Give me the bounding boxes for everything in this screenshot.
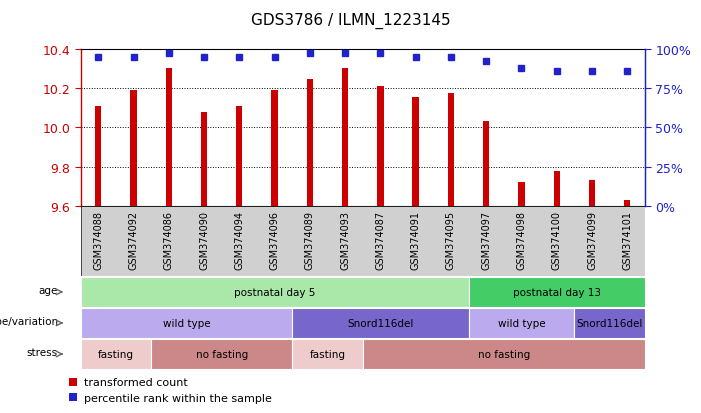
Bar xyxy=(69,377,77,386)
Bar xyxy=(81,278,468,307)
Text: Snord116del: Snord116del xyxy=(576,318,643,328)
Text: GSM374092: GSM374092 xyxy=(128,210,139,269)
Bar xyxy=(342,69,348,206)
Bar xyxy=(236,107,243,206)
Bar xyxy=(412,97,418,206)
Text: stress: stress xyxy=(27,348,58,358)
Text: GSM374097: GSM374097 xyxy=(481,210,491,269)
Text: GSM374090: GSM374090 xyxy=(199,210,209,269)
Text: GSM374101: GSM374101 xyxy=(622,210,632,269)
Bar xyxy=(363,339,645,369)
Bar xyxy=(554,171,560,206)
Text: GDS3786 / ILMN_1223145: GDS3786 / ILMN_1223145 xyxy=(251,12,450,28)
Text: wild type: wild type xyxy=(498,318,545,328)
Bar xyxy=(468,278,645,307)
Text: wild type: wild type xyxy=(163,318,210,328)
Bar xyxy=(271,91,278,206)
Bar xyxy=(201,112,207,206)
Text: GSM374100: GSM374100 xyxy=(552,210,562,269)
Text: GSM374087: GSM374087 xyxy=(376,210,386,269)
Text: no fasting: no fasting xyxy=(196,349,248,359)
Text: fasting: fasting xyxy=(310,349,346,359)
Bar xyxy=(448,94,454,206)
Bar xyxy=(165,69,172,206)
Bar xyxy=(483,122,489,206)
Text: transformed count: transformed count xyxy=(84,377,188,387)
Text: GSM374098: GSM374098 xyxy=(517,210,526,269)
Text: fasting: fasting xyxy=(98,349,134,359)
Bar xyxy=(468,308,574,338)
Bar xyxy=(307,80,313,206)
Bar xyxy=(574,308,645,338)
Text: percentile rank within the sample: percentile rank within the sample xyxy=(84,393,272,403)
Text: GSM374088: GSM374088 xyxy=(93,210,103,269)
Text: GSM374094: GSM374094 xyxy=(234,210,245,269)
Text: GSM374089: GSM374089 xyxy=(305,210,315,269)
Bar xyxy=(95,107,102,206)
Text: GSM374091: GSM374091 xyxy=(411,210,421,269)
Text: postnatal day 5: postnatal day 5 xyxy=(234,287,315,297)
Bar xyxy=(151,339,292,369)
Bar xyxy=(81,308,292,338)
Bar xyxy=(81,339,151,369)
Text: postnatal day 13: postnatal day 13 xyxy=(512,287,601,297)
Text: GSM374093: GSM374093 xyxy=(340,210,350,269)
Text: age: age xyxy=(39,286,58,296)
Bar xyxy=(589,181,595,206)
Bar xyxy=(518,183,524,206)
Bar xyxy=(69,393,77,401)
Bar xyxy=(130,91,137,206)
Text: Snord116del: Snord116del xyxy=(347,318,414,328)
Bar xyxy=(624,201,630,206)
Bar xyxy=(292,308,468,338)
Text: genotype/variation: genotype/variation xyxy=(0,317,58,327)
Bar xyxy=(81,206,645,277)
Text: GSM374086: GSM374086 xyxy=(164,210,174,269)
Text: no fasting: no fasting xyxy=(477,349,530,359)
Text: GSM374099: GSM374099 xyxy=(587,210,597,269)
Text: GSM374096: GSM374096 xyxy=(270,210,280,269)
Bar xyxy=(377,87,383,206)
Text: GSM374095: GSM374095 xyxy=(446,210,456,269)
Bar xyxy=(292,339,363,369)
